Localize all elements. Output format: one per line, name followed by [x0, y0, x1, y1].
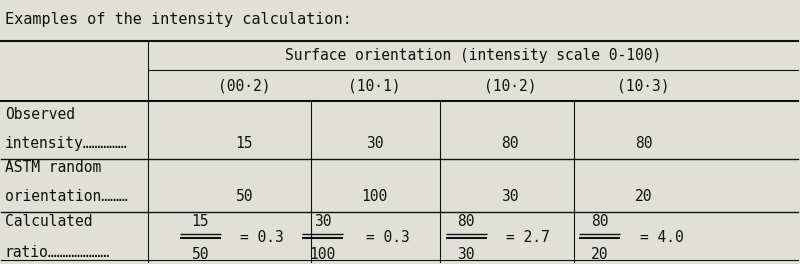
- Text: (10·2): (10·2): [484, 78, 537, 93]
- Text: Surface orientation (intensity scale 0-100): Surface orientation (intensity scale 0-1…: [285, 48, 661, 63]
- Text: 20: 20: [635, 189, 652, 204]
- Text: 80: 80: [635, 135, 652, 150]
- Text: 30: 30: [314, 214, 331, 229]
- Text: 15: 15: [191, 214, 209, 229]
- Text: 20: 20: [591, 247, 609, 262]
- Text: = 0.3: = 0.3: [366, 230, 410, 245]
- Text: orientation………: orientation………: [5, 189, 127, 204]
- Text: ASTM random: ASTM random: [5, 160, 101, 175]
- Text: 30: 30: [458, 247, 475, 262]
- Text: (10·1): (10·1): [348, 78, 401, 93]
- Text: 15: 15: [235, 135, 253, 150]
- Text: 50: 50: [191, 247, 209, 262]
- Text: ratio…………………: ratio…………………: [5, 245, 110, 260]
- Text: Calculated: Calculated: [5, 214, 92, 229]
- Text: (10·3): (10·3): [618, 78, 670, 93]
- Text: 50: 50: [235, 189, 253, 204]
- Text: 30: 30: [502, 189, 519, 204]
- Text: 80: 80: [458, 214, 475, 229]
- Text: = 2.7: = 2.7: [506, 230, 550, 245]
- Text: 80: 80: [591, 214, 609, 229]
- Text: Observed: Observed: [5, 107, 74, 122]
- Text: 100: 100: [362, 189, 387, 204]
- Text: (00·2): (00·2): [218, 78, 270, 93]
- Text: 100: 100: [310, 247, 336, 262]
- Text: Examples of the intensity calculation:: Examples of the intensity calculation:: [5, 12, 351, 27]
- Text: 80: 80: [502, 135, 519, 150]
- Text: = 0.3: = 0.3: [240, 230, 284, 245]
- Text: 30: 30: [366, 135, 383, 150]
- Text: intensity……………: intensity……………: [5, 135, 127, 150]
- Text: = 4.0: = 4.0: [639, 230, 683, 245]
